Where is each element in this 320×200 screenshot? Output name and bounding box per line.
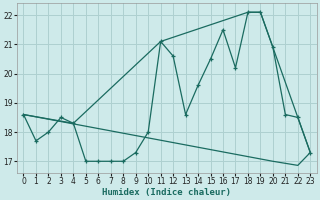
X-axis label: Humidex (Indice chaleur): Humidex (Indice chaleur) [102, 188, 231, 197]
